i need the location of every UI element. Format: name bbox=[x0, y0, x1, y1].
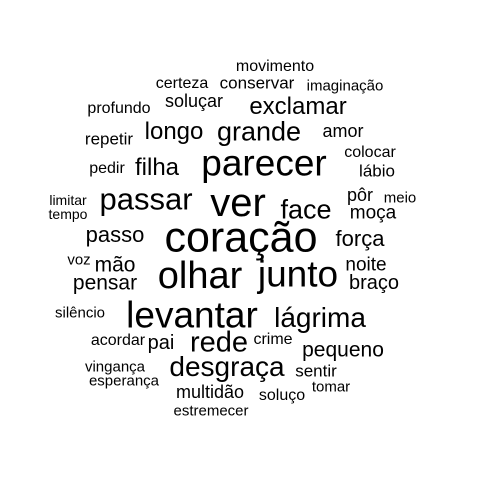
cloud-word: imaginação bbox=[306, 77, 384, 95]
cloud-word: olhar bbox=[157, 255, 243, 297]
cloud-word: repetir bbox=[84, 129, 134, 149]
cloud-word: movimento bbox=[235, 58, 315, 75]
cloud-word: tempo bbox=[48, 206, 88, 222]
cloud-word: grande bbox=[216, 116, 302, 147]
cloud-word: exclamar bbox=[249, 93, 347, 120]
cloud-word: amor bbox=[322, 121, 364, 141]
cloud-word: estremecer bbox=[173, 402, 249, 420]
cloud-word: junto bbox=[257, 253, 339, 295]
cloud-word: moça bbox=[349, 202, 397, 224]
cloud-word: silêncio bbox=[54, 304, 106, 322]
cloud-word: soluço bbox=[258, 387, 306, 404]
cloud-word: pôr bbox=[346, 185, 374, 205]
cloud-word: tomar bbox=[311, 378, 351, 396]
cloud-word: multidão bbox=[175, 382, 245, 402]
cloud-word: pequeno bbox=[302, 338, 384, 362]
cloud-word: rede bbox=[189, 326, 249, 359]
cloud-word: pedir bbox=[89, 160, 125, 177]
cloud-word: sentir bbox=[295, 361, 337, 381]
cloud-word: pai bbox=[147, 332, 175, 354]
cloud-word: acordar bbox=[90, 332, 146, 349]
cloud-word: filha bbox=[134, 154, 180, 181]
cloud-word: meio bbox=[383, 189, 417, 207]
cloud-word: braço bbox=[348, 272, 400, 294]
cloud-word: ver bbox=[210, 181, 266, 225]
cloud-word: passo bbox=[85, 222, 145, 247]
cloud-word: passar bbox=[99, 181, 193, 217]
cloud-word: vingança bbox=[84, 358, 146, 376]
cloud-word: noite bbox=[345, 254, 387, 276]
cloud-word: levantar bbox=[126, 294, 258, 336]
cloud-word: certeza bbox=[155, 75, 209, 92]
cloud-word: longo bbox=[144, 118, 204, 145]
cloud-word: crime bbox=[253, 331, 293, 348]
cloud-word: lábio bbox=[359, 161, 395, 181]
cloud-word: limitar bbox=[49, 192, 87, 208]
cloud-word: esperança bbox=[88, 372, 160, 390]
cloud-word: desgraça bbox=[169, 351, 285, 382]
cloud-word: força bbox=[335, 226, 385, 251]
cloud-word: soluçar bbox=[164, 91, 224, 111]
cloud-word: voz bbox=[67, 251, 91, 269]
cloud-word: pensar bbox=[72, 271, 138, 295]
cloud-word: parecer bbox=[201, 142, 327, 184]
cloud-word: profundo bbox=[87, 100, 151, 117]
cloud-word: colocar bbox=[344, 144, 396, 161]
cloud-word: face bbox=[280, 194, 332, 225]
cloud-word: conservar bbox=[219, 73, 295, 93]
cloud-word: mão bbox=[94, 253, 136, 277]
cloud-word: coração bbox=[164, 213, 318, 262]
cloud-word: lágrima bbox=[274, 302, 366, 333]
